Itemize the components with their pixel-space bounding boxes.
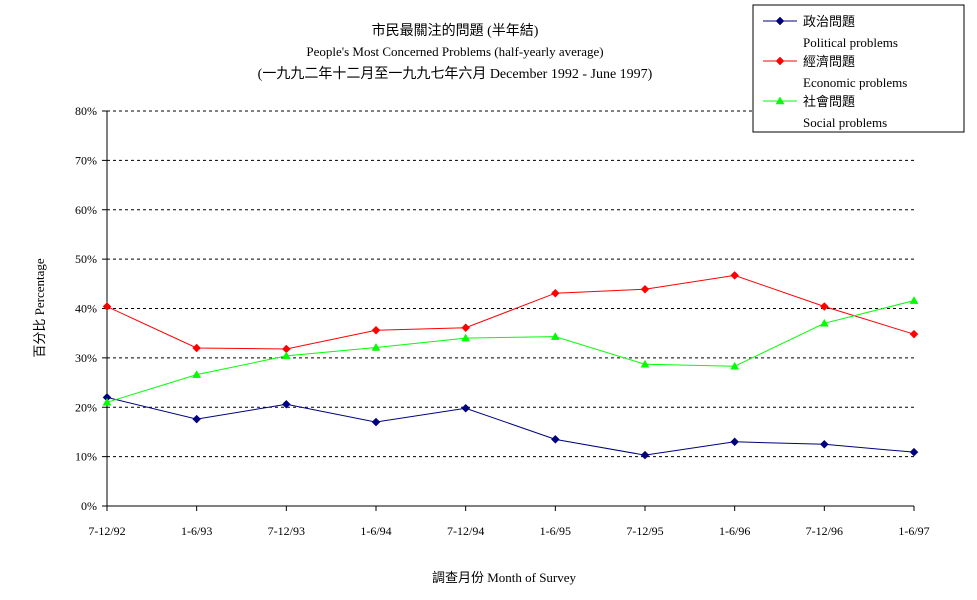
y-tick-label: 20% — [75, 400, 97, 414]
legend: 政治問題 Political problems 經濟問題 Economic probl… — [752, 4, 965, 133]
data-point-political — [281, 399, 291, 409]
data-point-political — [192, 414, 202, 424]
y-tick-label: 10% — [75, 450, 97, 464]
legend-marker-political — [775, 16, 785, 26]
data-point-economic — [819, 302, 829, 311]
data-point-economic — [192, 343, 202, 353]
data-point-political — [819, 439, 829, 449]
data-point-political — [550, 434, 560, 444]
data-point-economic — [102, 302, 112, 311]
x-tick-label: 1-6/96 — [719, 524, 750, 538]
x-axis-title: 調查月份 Month of Survey — [432, 570, 577, 585]
y-tick-labels: 0% 10% 20% 30% 40% 50% 60% 70% 80% — [75, 104, 97, 513]
data-point-social — [909, 296, 919, 304]
y-tick-label: 30% — [75, 351, 97, 365]
data-point-economic — [909, 329, 919, 339]
x-tick-labels: 7-12/92 1-6/93 7-12/93 1-6/94 7-12/94 1-6/95 7… — [88, 524, 929, 538]
legend-label-en-political: Political problems — [803, 35, 898, 50]
data-point-political — [640, 450, 650, 460]
y-tick-label: 40% — [75, 302, 97, 316]
data-point-economic — [461, 323, 471, 333]
data-point-social — [192, 370, 202, 378]
legend-label-en-social: Social problems — [803, 115, 887, 130]
legend-label-economic: 經濟問題 — [803, 54, 855, 69]
y-tick-label: 70% — [75, 153, 97, 167]
data-point-political — [909, 447, 919, 457]
legend-marker-economic — [775, 56, 785, 66]
series-line-political — [106, 396, 915, 456]
series-political — [102, 393, 919, 460]
legend-label-political: 政治問題 — [803, 14, 855, 29]
y-tick-label: 0% — [81, 499, 97, 513]
y-tick-label: 60% — [75, 203, 97, 217]
data-point-social — [819, 318, 829, 327]
chart-title: 市民最關注的問題 (半年結) — [372, 22, 539, 39]
data-point-social — [640, 359, 650, 368]
data-point-social — [102, 397, 112, 406]
y-tick-label: 50% — [75, 252, 97, 266]
legend-label-en-economic: Economic problems — [803, 75, 907, 90]
series-line-social — [106, 300, 915, 403]
x-tick-label: 7-12/95 — [626, 524, 663, 538]
data-point-political — [461, 403, 471, 413]
legend-box — [752, 4, 965, 133]
x-tick-label: 1-6/97 — [898, 524, 929, 538]
data-point-economic — [550, 288, 560, 298]
data-point-social — [281, 351, 291, 360]
data-point-social — [550, 332, 560, 340]
x-tick-label: 7-12/94 — [447, 524, 484, 538]
y-axis-title: 百分比 Percentage — [32, 258, 47, 358]
data-point-social — [730, 361, 740, 370]
x-tick-label: 7-12/92 — [88, 524, 125, 538]
data-point-economic — [640, 284, 650, 294]
x-tick-label: 1-6/94 — [360, 524, 391, 538]
chart-subtitle-date-range: (一九九二年十二月至一九九七年六月 December 1992 - June 1… — [258, 66, 653, 82]
x-tick-label: 7-12/96 — [806, 524, 843, 538]
data-point-economic — [371, 325, 381, 335]
series-economic — [102, 271, 919, 354]
y-tick-label: 80% — [75, 104, 97, 118]
data-point-political — [371, 417, 381, 427]
data-point-economic — [730, 271, 740, 280]
series-social — [102, 296, 919, 406]
x-tick-label: 1-6/93 — [181, 524, 212, 538]
legend-label-social: 社會問題 — [803, 94, 855, 109]
data-point-social — [461, 333, 471, 342]
data-point-political — [730, 437, 740, 447]
x-tick-label: 7-12/93 — [268, 524, 305, 538]
data-point-social — [371, 343, 381, 351]
series-group — [102, 271, 919, 460]
x-tick-label: 1-6/95 — [540, 524, 571, 538]
series-line-economic — [106, 274, 915, 350]
gridlines — [102, 110, 914, 507]
legend-marker-social — [775, 96, 785, 105]
chart-subtitle: People's Most Concerned Problems (half-y… — [306, 44, 603, 59]
